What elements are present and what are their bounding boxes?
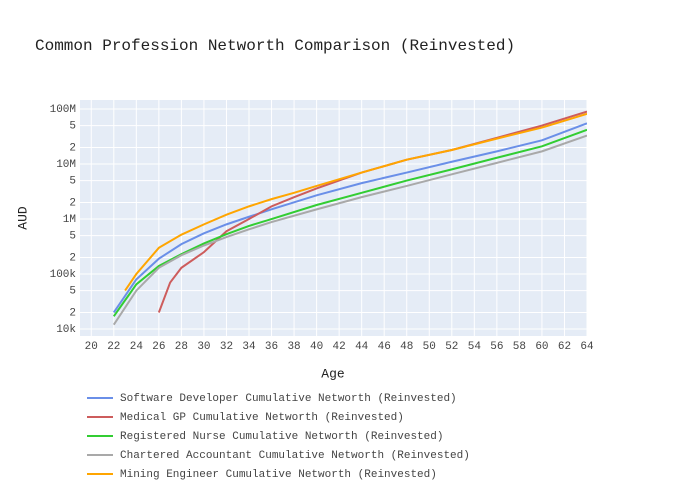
- y-tick-label: 2: [69, 197, 76, 209]
- y-tick-label: 2: [69, 142, 76, 154]
- line: [112, 134, 587, 326]
- y-axis-title: AUD: [15, 206, 30, 230]
- line: [112, 122, 587, 314]
- x-tick-label: 30: [197, 341, 210, 353]
- y-tick-label: 5: [69, 285, 76, 297]
- y-tick-label: 5: [69, 121, 76, 133]
- lines: [112, 110, 587, 326]
- x-tick-label: 48: [400, 341, 413, 353]
- y-tick-label: 2: [69, 252, 76, 264]
- x-tick-label: 50: [423, 341, 436, 353]
- x-tick-label: 28: [175, 341, 188, 353]
- chart-title: Common Profession Networth Comparison (R…: [35, 37, 515, 55]
- x-tick-label: 52: [445, 341, 458, 353]
- x-tick-label: 46: [378, 341, 391, 353]
- y-tick-label: 2: [69, 307, 76, 319]
- legend-label: Medical GP Cumulative Networth (Reinvest…: [120, 412, 404, 424]
- y-tick-label: 5: [69, 176, 76, 188]
- x-tick-label: 20: [85, 341, 98, 353]
- y-tick-label: 10k: [56, 324, 76, 336]
- x-tick-label: 58: [513, 341, 526, 353]
- x-tick-label: 22: [107, 341, 120, 353]
- x-tick-label: 26: [152, 341, 165, 353]
- x-tick-label: 32: [220, 341, 233, 353]
- x-tick-label: 60: [535, 341, 548, 353]
- x-tick-label: 24: [130, 341, 144, 353]
- line: [112, 128, 587, 317]
- x-tick-label: 44: [355, 341, 369, 353]
- x-tick-label: 62: [558, 341, 571, 353]
- y-tick-label: 100M: [50, 104, 76, 116]
- x-tick-label: 34: [242, 341, 256, 353]
- x-axis-title: Age: [321, 366, 344, 381]
- x-tick-label: 64: [580, 341, 594, 353]
- y-tick-label: 1M: [63, 214, 76, 226]
- x-tick-label: 40: [310, 341, 323, 353]
- legend-label: Mining Engineer Cumulative Networth (Rei…: [120, 469, 437, 481]
- x-tick-label: 54: [468, 341, 482, 353]
- y-tick-label: 10M: [56, 159, 76, 171]
- legend-label: Registered Nurse Cumulative Networth (Re…: [120, 431, 443, 443]
- y-tick-label: 5: [69, 230, 76, 242]
- legend-label: Software Developer Cumulative Networth (…: [120, 393, 457, 405]
- x-tick-label: 56: [490, 341, 503, 353]
- x-tick-label: 42: [333, 341, 346, 353]
- line: [124, 112, 587, 292]
- legend-label: Chartered Accountant Cumulative Networth…: [120, 450, 470, 462]
- y-tick-label: 100k: [50, 269, 77, 281]
- x-tick-label: 36: [265, 341, 278, 353]
- x-tick-label: 38: [287, 341, 300, 353]
